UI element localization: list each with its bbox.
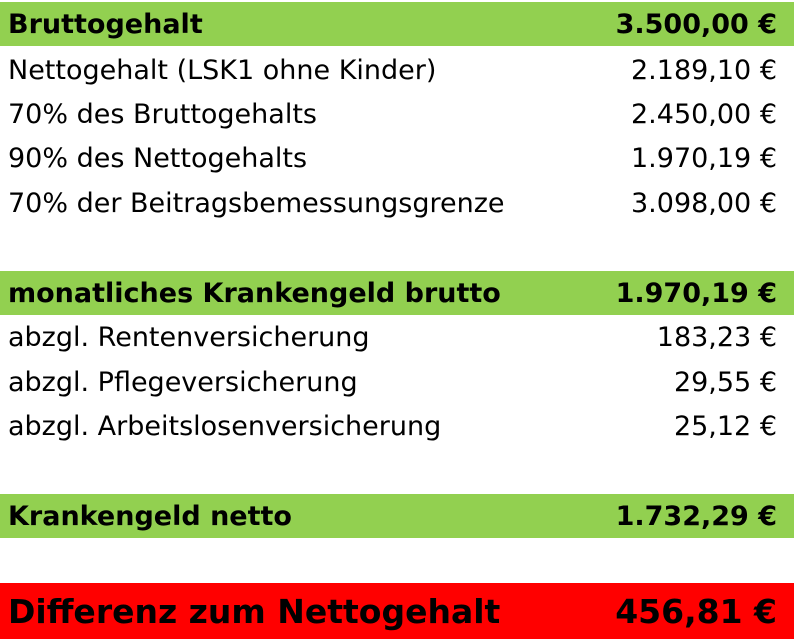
row-label: Krankengeld netto (8, 500, 292, 532)
row-label: monatliches Krankengeld brutto (8, 277, 501, 309)
header-row-krankengeld-brutto: monatliches Krankengeld brutto 1.970,19 … (0, 271, 794, 315)
row-label: 70% der Beitragsbemessungsgrenze (8, 187, 505, 219)
row-value: 2.189,10 € (631, 54, 777, 86)
data-row: Nettogehalt (LSK1 ohne Kinder) 2.189,10 … (0, 48, 794, 92)
data-row: abzgl. Rentenversicherung 183,23 € (0, 315, 794, 359)
row-value: 29,55 € (673, 366, 777, 398)
row-label: abzgl. Pflegeversicherung (8, 366, 358, 398)
data-row: 70% des Bruttogehalts 2.450,00 € (0, 92, 794, 136)
data-row: abzgl. Pflegeversicherung 29,55 € (0, 360, 794, 404)
row-value: 3.500,00 € (615, 8, 777, 40)
row-value: 1.732,29 € (615, 500, 777, 532)
row-label: abzgl. Rentenversicherung (8, 321, 370, 353)
total-row-differenz: Differenz zum Nettogehalt 456,81 € (0, 583, 794, 639)
row-value: 3.098,00 € (631, 187, 777, 219)
data-row: abzgl. Arbeitslosenversicherung 25,12 € (0, 404, 794, 448)
header-row-krankengeld-netto: Krankengeld netto 1.732,29 € (0, 494, 794, 538)
total-value: 456,81 € (615, 591, 777, 631)
data-row: 90% des Nettogehalts 1.970,19 € (0, 136, 794, 180)
row-value: 25,12 € (673, 410, 777, 442)
row-label: Nettogehalt (LSK1 ohne Kinder) (8, 54, 437, 86)
row-label: Bruttogehalt (8, 8, 203, 40)
row-value: 2.450,00 € (631, 98, 777, 130)
row-label: abzgl. Arbeitslosenversicherung (8, 410, 442, 442)
total-label: Differenz zum Nettogehalt (8, 591, 501, 631)
row-value: 1.970,19 € (615, 277, 777, 309)
row-value: 183,23 € (656, 321, 777, 353)
row-value: 1.970,19 € (631, 142, 777, 174)
header-row-bruttogehalt: Bruttogehalt 3.500,00 € (0, 2, 794, 46)
row-label: 70% des Bruttogehalts (8, 98, 317, 130)
row-label: 90% des Nettogehalts (8, 142, 308, 174)
data-row: 70% der Beitragsbemessungsgrenze 3.098,0… (0, 181, 794, 225)
